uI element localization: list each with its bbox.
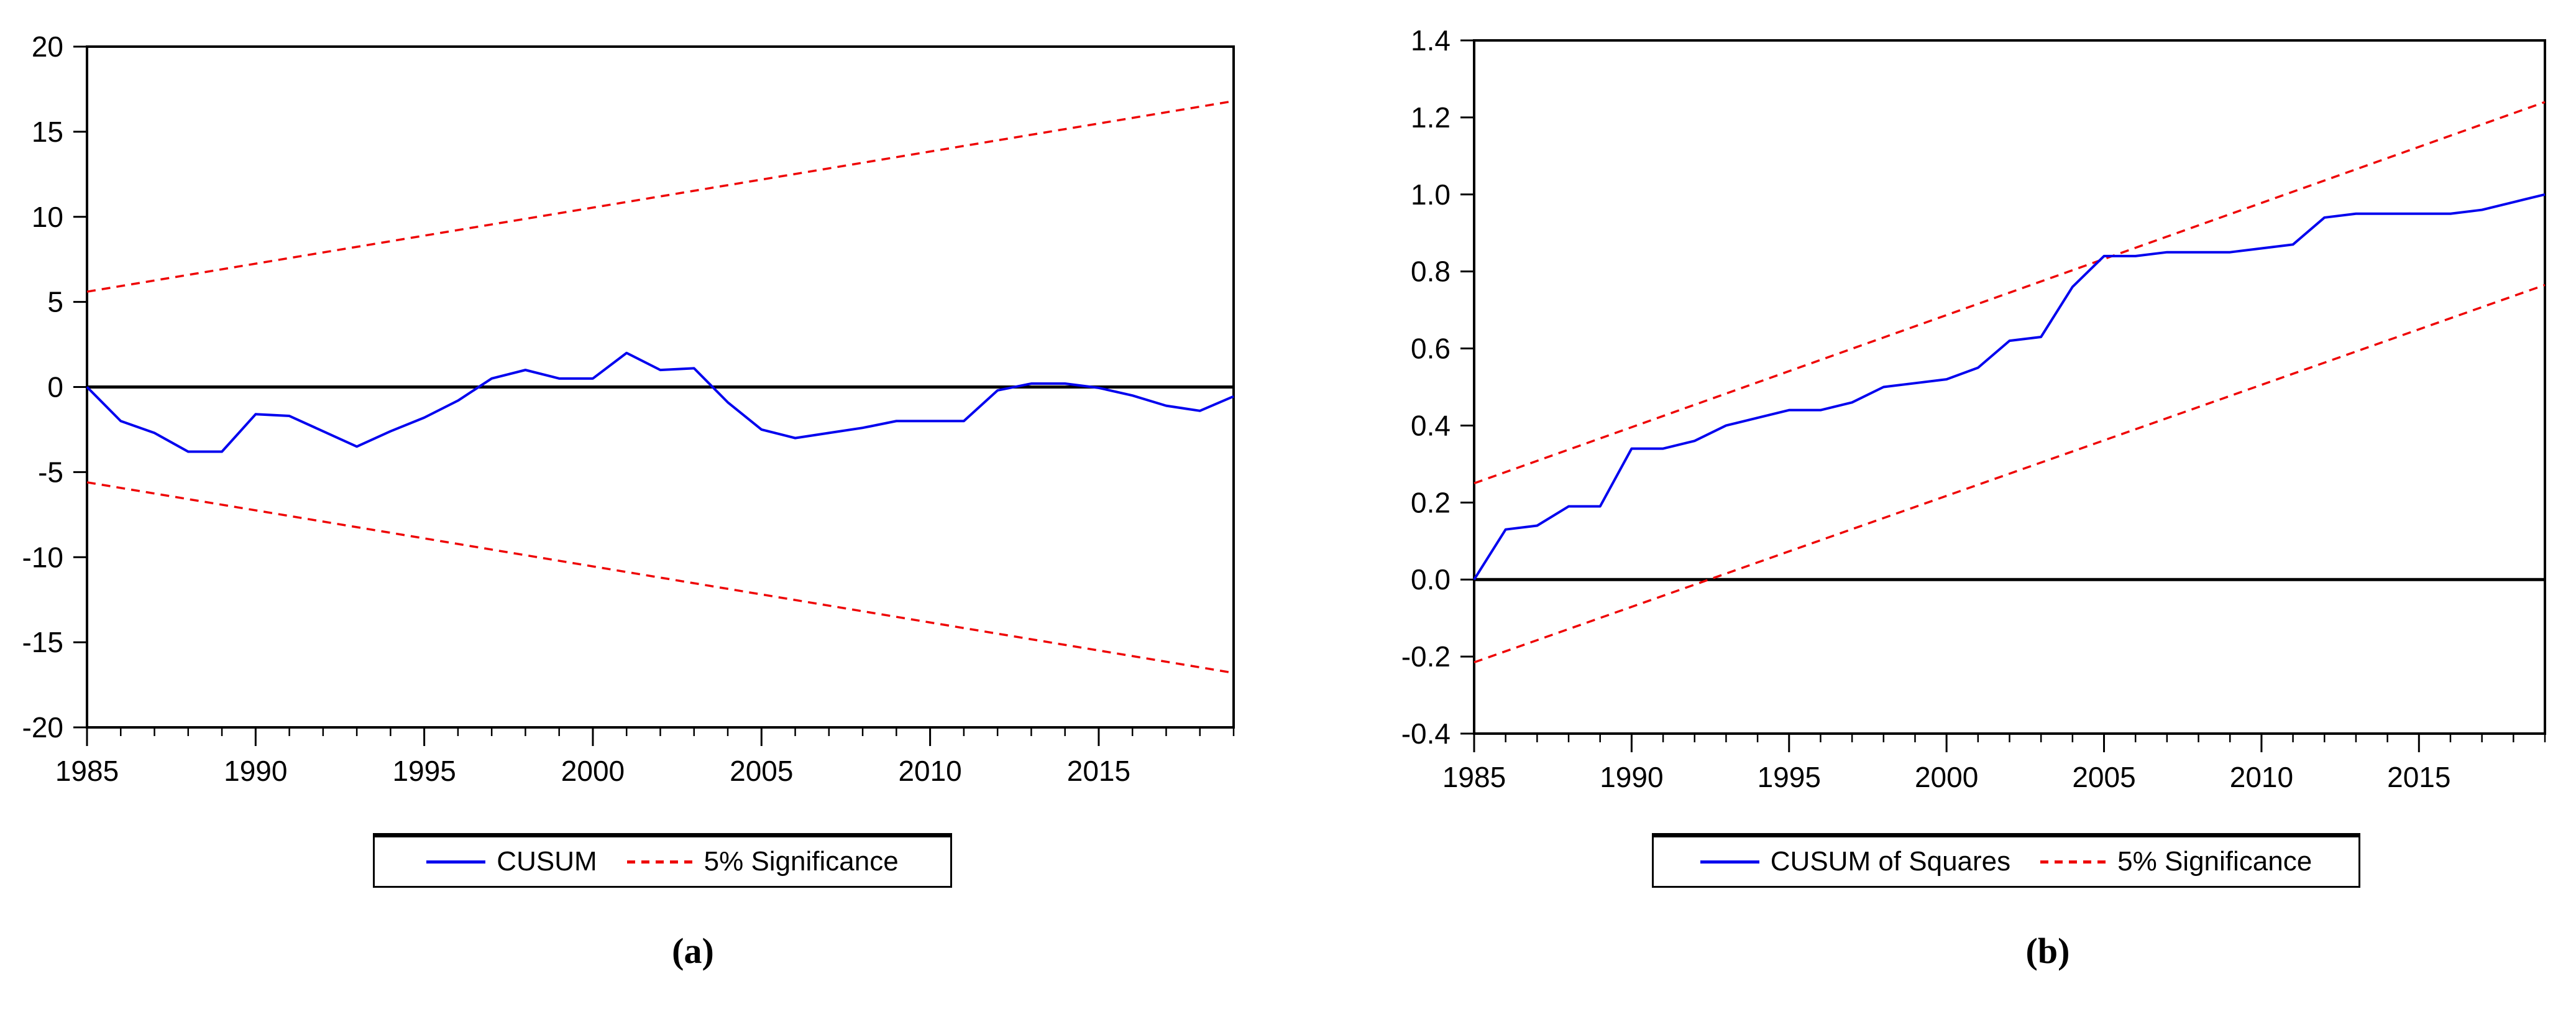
svg-text:1995: 1995 — [392, 755, 456, 787]
svg-text:10: 10 — [32, 201, 63, 233]
svg-text:2010: 2010 — [2230, 761, 2293, 793]
svg-text:0.8: 0.8 — [1411, 256, 1451, 288]
legend-item-cusum: CUSUM — [426, 846, 597, 877]
svg-text:2015: 2015 — [1067, 755, 1130, 787]
legend-label-cusum: CUSUM — [497, 846, 597, 877]
svg-text:0: 0 — [47, 371, 63, 403]
svg-text:1.0: 1.0 — [1411, 178, 1451, 211]
svg-text:2000: 2000 — [561, 755, 625, 787]
svg-text:0.4: 0.4 — [1411, 409, 1451, 441]
svg-text:0.6: 0.6 — [1411, 333, 1451, 365]
legend-label-significance-b: 5% Significance — [2117, 846, 2312, 877]
cusum-chart-legend: CUSUM 5% Significance — [373, 833, 952, 888]
subfigure-caption-a: (a) — [672, 931, 714, 971]
significance-dashed-swatch-b-icon — [2040, 860, 2109, 864]
legend-item-cusum-of-squares: CUSUM of Squares — [1700, 846, 2010, 877]
svg-text:1995: 1995 — [1758, 761, 1821, 793]
svg-text:5: 5 — [47, 286, 63, 318]
svg-text:1985: 1985 — [55, 755, 119, 787]
svg-text:-0.4: -0.4 — [1401, 717, 1451, 750]
svg-text:20: 20 — [32, 30, 63, 63]
svg-text:2000: 2000 — [1915, 761, 1978, 793]
subfigure-caption-b: (b) — [2025, 931, 2070, 971]
svg-text:1.2: 1.2 — [1411, 101, 1451, 134]
legend-item-significance-b: 5% Significance — [2040, 846, 2312, 877]
legend-label-cusum-of-squares: CUSUM of Squares — [1770, 846, 2011, 877]
svg-text:-10: -10 — [22, 541, 63, 573]
cusum-of-squares-chart: 1.4 1.2 1.0 0.8 0.6 0.4 0.2 0.0 -0.2 -0.4 1985 1990… — [1401, 24, 2546, 793]
significance-dashed-swatch-icon — [626, 860, 695, 864]
svg-text:2015: 2015 — [2387, 761, 2450, 793]
svg-text:1985: 1985 — [1442, 761, 1506, 793]
svg-text:0.0: 0.0 — [1411, 563, 1451, 596]
svg-text:-0.2: -0.2 — [1401, 640, 1451, 673]
svg-text:2005: 2005 — [730, 755, 793, 787]
svg-text:2010: 2010 — [898, 755, 961, 787]
svg-text:-15: -15 — [22, 626, 63, 658]
cusum-of-squares-chart-legend: CUSUM of Squares 5% Significance — [1652, 833, 2360, 888]
svg-text:-5: -5 — [38, 456, 63, 488]
svg-text:-20: -20 — [22, 711, 63, 744]
cusum-line-swatch-icon — [426, 860, 486, 864]
svg-text:0.2: 0.2 — [1411, 486, 1451, 518]
svg-text:1990: 1990 — [1600, 761, 1663, 793]
legend-label-significance: 5% Significance — [704, 846, 899, 877]
svg-text:1990: 1990 — [224, 755, 287, 787]
svg-text:2005: 2005 — [2072, 761, 2135, 793]
svg-text:1.4: 1.4 — [1411, 24, 1451, 57]
svg-text:15: 15 — [32, 116, 63, 148]
cusum-of-squares-line-swatch-icon — [1700, 860, 1759, 864]
legend-item-significance: 5% Significance — [626, 846, 899, 877]
